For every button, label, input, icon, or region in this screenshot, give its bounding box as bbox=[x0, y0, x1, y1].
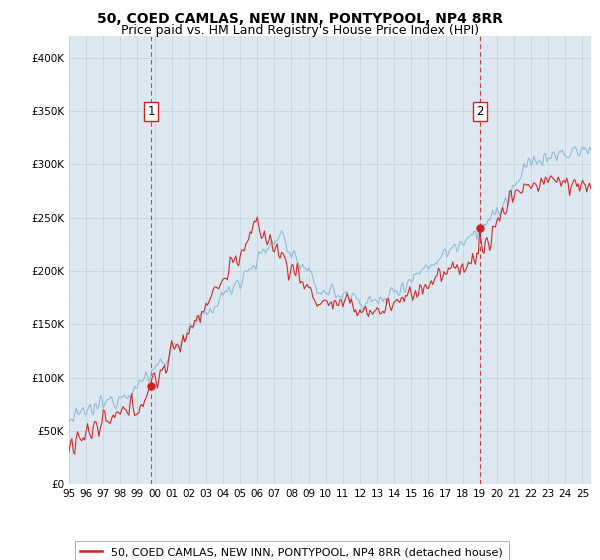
Text: 2: 2 bbox=[476, 105, 484, 118]
Legend: 50, COED CAMLAS, NEW INN, PONTYPOOL, NP4 8RR (detached house), HPI: Average pric: 50, COED CAMLAS, NEW INN, PONTYPOOL, NP4… bbox=[74, 542, 509, 560]
Text: 1: 1 bbox=[147, 105, 155, 118]
Text: 50, COED CAMLAS, NEW INN, PONTYPOOL, NP4 8RR: 50, COED CAMLAS, NEW INN, PONTYPOOL, NP4… bbox=[97, 12, 503, 26]
Text: Price paid vs. HM Land Registry's House Price Index (HPI): Price paid vs. HM Land Registry's House … bbox=[121, 24, 479, 36]
